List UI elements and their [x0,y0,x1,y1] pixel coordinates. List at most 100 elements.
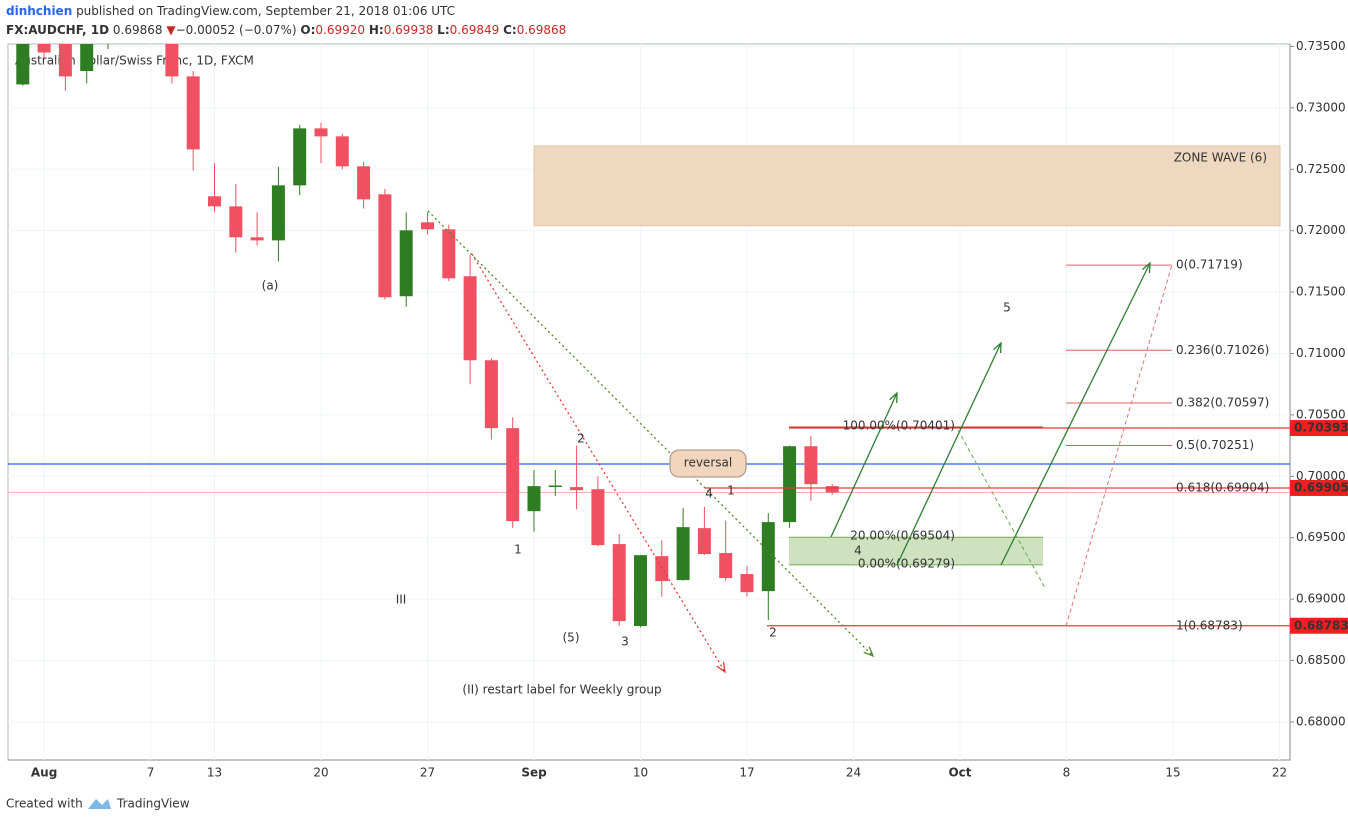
candle-body [804,446,818,485]
x-tick-label: 27 [420,766,435,780]
wave-arrow-head [889,391,898,404]
zone-box [533,145,1281,227]
wave-arrow-head [1142,261,1151,274]
annotation: 1 [727,484,735,498]
fib-label: 0.236(0.71026) [1176,343,1269,357]
candle-body [208,196,221,207]
x-tick-label: 15 [1165,766,1180,780]
fib-label: 0.5(0.70251) [1176,438,1254,452]
header-line: dinhchien published on TradingView.com, … [6,4,455,18]
candle-body [484,360,498,429]
h: 0.69938 [384,23,434,37]
y-tick-label: 0.68500 [1296,653,1346,667]
candle-body [697,528,711,555]
candle-body [271,185,285,241]
candle-body [506,428,520,522]
candle-body [378,194,392,298]
candle-body [719,553,733,579]
wave-arrow-head [993,341,1002,354]
projection-line [957,429,1046,589]
candle-body [740,574,754,593]
x-tick-label: 8 [1063,766,1071,780]
candle-body [335,136,349,167]
symbol-line: FX:AUDCHF, 1D 0.69868 ▼−0.00052 (−0.07%)… [6,23,566,37]
candle-body [186,76,200,150]
reversal-box [669,449,747,478]
annotation: (a) [262,279,279,293]
fib-ext-label: 20.00%(0.69504) [850,529,955,543]
price-tag-label: 0.68783 [1294,618,1348,632]
fib-label: 1(0.68783) [1176,618,1243,632]
candle-body [463,276,477,361]
annotation: 2 [577,432,585,446]
y-tick-label: 0.73500 [1296,39,1346,53]
c: 0.69868 [517,23,567,37]
wave-arrow [1000,262,1151,566]
price-tag [1290,617,1348,634]
candle-body [612,544,626,622]
price-tag [1290,479,1348,496]
annotation: 5 [1003,301,1011,315]
price-tag [1290,420,1348,437]
annotation: reversal [684,456,732,470]
candle-body [16,44,30,85]
footer-brand: TradingView [116,797,190,811]
candle-body [527,486,541,512]
x-tick-label: Sep [521,766,547,780]
published: published on TradingView.com, September … [72,4,455,18]
y-tick-label: 0.70500 [1296,407,1346,421]
x-tick-label: Aug [31,766,57,780]
annotation: 2 [769,626,777,640]
legend-text: Australian Dollar/Swiss Franc, 1D, FXCM [15,54,254,68]
annotation: III [396,593,407,607]
arrow: ▼ [166,23,176,37]
dotted-arrow [471,253,726,673]
dotted-arrow-head [863,646,875,658]
candle-body [783,446,797,523]
annotation: (II) restart label for Weekly group [462,683,661,697]
candle-body [825,486,839,493]
x-tick-label: 17 [739,766,754,780]
footer-created: Created with [6,797,83,811]
candle-body [37,44,51,53]
y-tick-label: 0.69500 [1296,530,1346,544]
h-label: H: [369,23,384,37]
y-tick-label: 0.71000 [1296,346,1346,360]
candle-body [591,489,605,546]
x-tick-label: 22 [1272,766,1287,780]
x-tick-label: 10 [633,766,648,780]
x-tick-label: 13 [207,766,222,780]
wave-arrow [830,392,898,538]
dotted-arrow-head [716,662,726,674]
l: 0.69849 [450,23,500,37]
annotation: 4 [705,487,713,501]
y-tick-label: 0.69000 [1296,592,1346,606]
x-tick-label: 20 [313,766,328,780]
candle-body [314,128,328,137]
price-tag-label: 0.70393 [1294,421,1348,435]
c-label: C: [503,23,517,37]
candle-body [634,555,647,627]
x-tick-label: 24 [846,766,861,780]
l-label: L: [437,23,449,37]
y-tick-label: 0.68000 [1296,714,1346,728]
candle-body [80,44,94,72]
change: −0.00052 (−0.07%) [176,23,297,37]
candle-body [421,222,434,230]
candle-body [399,230,413,297]
annotation: 3 [621,635,629,649]
candle-body [570,487,584,491]
price-tag-label: 0.69905 [1294,480,1348,494]
y-tick-label: 0.73000 [1296,100,1346,114]
last: 0.69868 [113,23,163,37]
fib-label: 0(0.71719) [1176,258,1243,272]
candle-body [761,522,775,592]
symbol: FX:AUDCHF, 1D [6,23,109,37]
fib-label: 0.618(0.69904) [1176,481,1269,495]
candle-body [229,206,243,238]
annotation: 4 [854,544,862,558]
candle-body [548,485,562,488]
o-label: O: [300,23,315,37]
